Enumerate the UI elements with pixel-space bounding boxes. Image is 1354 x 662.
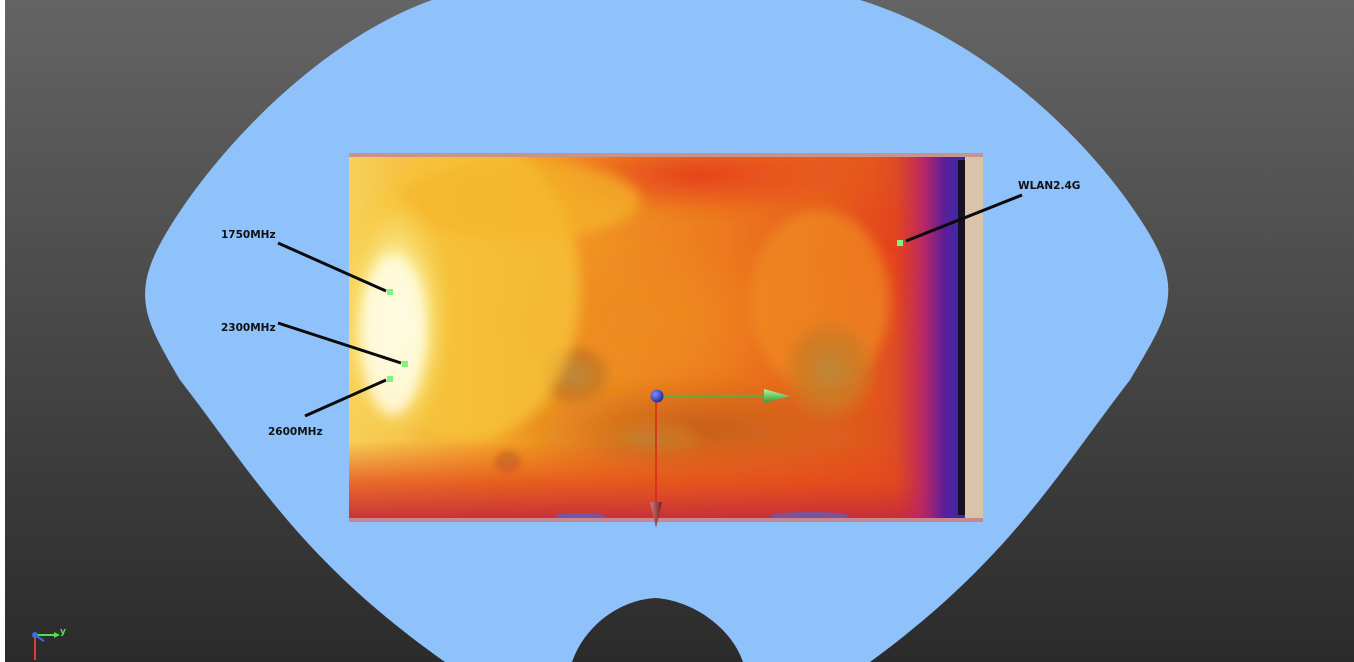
plate-frame-top [349, 153, 983, 157]
probe-annotations [277, 193, 1023, 418]
leader-line-wlan [905, 193, 1023, 243]
leader-line-2300 [277, 321, 402, 365]
plate-frame-bottom [349, 518, 983, 522]
gizmo-y-arrow-icon[interactable] [764, 389, 790, 403]
probe-label-2300: 2300MHz [221, 322, 276, 334]
probe-label-wlan: WLAN2.4G [1018, 180, 1080, 192]
left-edge-strip [0, 0, 5, 662]
heatmap-yellow-upper [400, 160, 640, 240]
probe-marker-2300[interactable] [402, 361, 408, 367]
probe-marker-1750[interactable] [387, 289, 393, 295]
corner-axis-y-head [54, 632, 60, 638]
gizmo-x-arrow-icon[interactable] [650, 502, 662, 528]
probe-marker-2600[interactable] [387, 376, 393, 382]
transform-gizmo[interactable] [650, 389, 790, 528]
sar-heatmap-plate[interactable] [335, 135, 983, 522]
probe-label-1750: 1750MHz [221, 229, 276, 241]
probe-labels: 1750MHz 2300MHz 2600MHz WLAN2.4G [221, 180, 1080, 438]
corner-axis-origin [32, 632, 38, 638]
orientation-axes-indicator: y [32, 627, 66, 660]
heatmap-olive-2 [780, 315, 880, 425]
corner-axis-y-label: y [60, 627, 66, 637]
heatmap-hotspot-core [361, 255, 425, 415]
gizmo-origin-handle[interactable] [650, 389, 664, 403]
heatmap-blue-bottom-2 [770, 512, 850, 518]
heatmap-black-edge [958, 160, 965, 515]
probe-markers[interactable] [387, 240, 903, 382]
probe-label-2600: 2600MHz [268, 426, 323, 438]
probe-marker-wlan[interactable] [897, 240, 903, 246]
plate-frame-right [965, 153, 983, 522]
leader-line-1750 [277, 241, 387, 293]
heatmap-blue-bottom-1 [555, 513, 605, 518]
leader-line-2600 [304, 378, 387, 418]
heatmap-right-edge [895, 157, 965, 518]
